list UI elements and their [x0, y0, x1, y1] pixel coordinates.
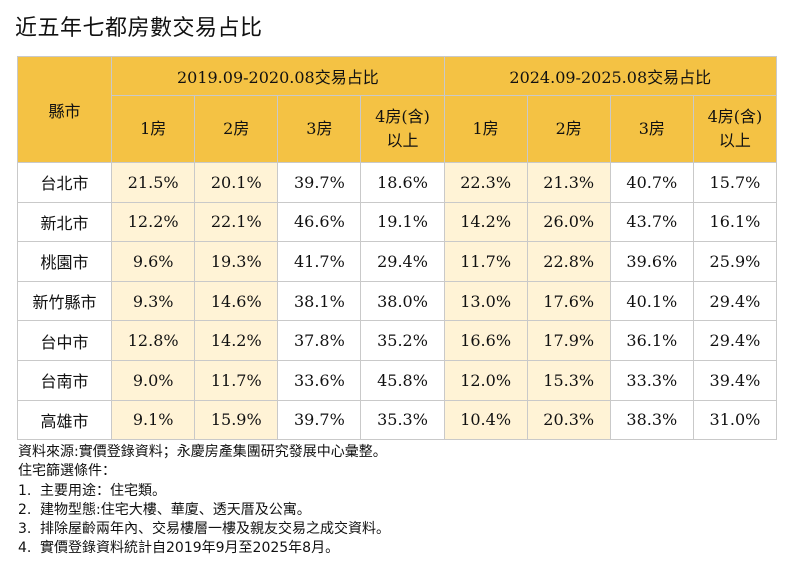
- table-row: 新北市 12.2% 22.1% 46.6% 19.1% 14.2% 26.0% 43.7% 16…: [16, 201, 778, 243]
- value-cell: 39.7%: [277, 399, 362, 441]
- period-header: 2024.09-2025.08交易占比: [443, 56, 778, 96]
- value-cell: 46.6%: [277, 201, 362, 243]
- value-cell: 9.0%: [111, 359, 196, 401]
- value-cell: 45.8%: [360, 359, 445, 401]
- period-header: 2019.09-2020.08交易占比: [111, 56, 445, 96]
- room-header: 3房: [609, 95, 694, 163]
- value-cell: 16.1%: [692, 201, 778, 243]
- value-cell: 20.3%: [526, 399, 611, 441]
- transaction-share-table: 縣市 2019.09-2020.08交易占比 2024.09-2025.08交易…: [16, 56, 778, 441]
- value-cell: 25.9%: [692, 241, 778, 282]
- criteria-title: 住宅篩選條件：: [18, 463, 116, 480]
- city-cell: 台中市: [16, 320, 113, 361]
- value-cell: 12.0%: [443, 359, 528, 401]
- value-cell: 13.0%: [443, 280, 528, 322]
- value-cell: 20.1%: [194, 162, 279, 203]
- value-cell: 35.3%: [360, 399, 445, 441]
- city-cell: 新竹縣市: [16, 280, 113, 322]
- city-header: 縣市: [16, 56, 113, 163]
- city-cell: 台北市: [16, 162, 113, 203]
- value-cell: 31.0%: [692, 399, 778, 441]
- value-cell: 10.4%: [443, 399, 528, 441]
- value-cell: 40.1%: [609, 280, 694, 322]
- value-cell: 33.6%: [277, 359, 362, 401]
- value-cell: 12.2%: [111, 201, 196, 243]
- value-cell: 18.6%: [360, 162, 445, 203]
- value-cell: 33.3%: [609, 359, 694, 401]
- value-cell: 11.7%: [443, 241, 528, 282]
- value-cell: 21.3%: [526, 162, 611, 203]
- value-cell: 16.6%: [443, 320, 528, 361]
- city-cell: 新北市: [16, 201, 113, 243]
- page-title: 近五年七都房數交易占比: [15, 16, 263, 41]
- value-cell: 9.3%: [111, 280, 196, 322]
- value-cell: 38.0%: [360, 280, 445, 322]
- value-cell: 26.0%: [526, 201, 611, 243]
- value-cell: 29.4%: [360, 241, 445, 282]
- note-item: 2. 建物型態:住宅大樓、華廈、透天厝及公寓。: [18, 501, 390, 520]
- room-header: 4房(含) 以上: [692, 95, 778, 163]
- room-header: 2房: [526, 95, 611, 163]
- value-cell: 14.2%: [194, 320, 279, 361]
- value-cell: 36.1%: [609, 320, 694, 361]
- city-cell: 高雄市: [16, 399, 113, 441]
- table-row: 高雄市 9.1% 15.9% 39.7% 35.3% 10.4% 20.3% 38.3% 31.…: [16, 399, 778, 441]
- value-cell: 39.6%: [609, 241, 694, 282]
- value-cell: 41.7%: [277, 241, 362, 282]
- note-text: 排除屋齡兩年內、交易樓層一樓及親友交易之成交資料。: [40, 521, 390, 538]
- source-note: 資料來源:實價登錄資料；永慶房產集團研究發展中心彙整。: [18, 444, 387, 460]
- value-cell: 9.6%: [111, 241, 196, 282]
- value-cell: 39.4%: [692, 359, 778, 401]
- value-cell: 22.1%: [194, 201, 279, 243]
- value-cell: 29.4%: [692, 280, 778, 322]
- note-text: 實價登錄資料統計自2019年9月至2025年8月。: [40, 540, 340, 557]
- note-number: 1.: [18, 482, 32, 499]
- value-cell: 22.8%: [526, 241, 611, 282]
- value-cell: 19.1%: [360, 201, 445, 243]
- note-item: 4. 實價登錄資料統計自2019年9月至2025年8月。: [18, 539, 390, 558]
- note-text: 建物型態:住宅大樓、華廈、透天厝及公寓。: [40, 501, 311, 518]
- table-row: 桃園市 9.6% 19.3% 41.7% 29.4% 11.7% 22.8% 39.6% 25.…: [16, 241, 778, 282]
- room-header: 3房: [277, 95, 362, 163]
- value-cell: 21.5%: [111, 162, 196, 203]
- room-header: 1房: [111, 95, 196, 163]
- value-cell: 19.3%: [194, 241, 279, 282]
- note-text: 主要用途：住宅類。: [40, 482, 166, 499]
- value-cell: 22.3%: [443, 162, 528, 203]
- note-number: 4.: [18, 540, 32, 557]
- value-cell: 39.7%: [277, 162, 362, 203]
- value-cell: 9.1%: [111, 399, 196, 441]
- note-number: 2.: [18, 501, 32, 518]
- value-cell: 11.7%: [194, 359, 279, 401]
- value-cell: 29.4%: [692, 320, 778, 361]
- value-cell: 14.6%: [194, 280, 279, 322]
- value-cell: 37.8%: [277, 320, 362, 361]
- table-row: 台南市 9.0% 11.7% 33.6% 45.8% 12.0% 15.3% 33.3% 39.…: [16, 359, 778, 401]
- city-cell: 桃園市: [16, 241, 113, 282]
- value-cell: 17.6%: [526, 280, 611, 322]
- value-cell: 12.8%: [111, 320, 196, 361]
- table-row: 台中市 12.8% 14.2% 37.8% 35.2% 16.6% 17.9% 36.1% 29…: [16, 320, 778, 361]
- value-cell: 38.1%: [277, 280, 362, 322]
- value-cell: 15.9%: [194, 399, 279, 441]
- room-header: 4房(含) 以上: [360, 95, 445, 163]
- notes: 資料來源:實價登錄資料；永慶房產集團研究發展中心彙整。 住宅篩選條件： 1. 主要…: [18, 443, 390, 559]
- value-cell: 38.3%: [609, 399, 694, 441]
- table-row: 台北市 21.5% 20.1% 39.7% 18.6% 22.3% 21.3% 40.7% 15…: [16, 162, 778, 203]
- city-cell: 台南市: [16, 359, 113, 401]
- note-item: 3. 排除屋齡兩年內、交易樓層一樓及親友交易之成交資料。: [18, 520, 390, 539]
- table-row: 新竹縣市 9.3% 14.6% 38.1% 38.0% 13.0% 17.6% 40.1% 29…: [16, 280, 778, 322]
- value-cell: 40.7%: [609, 162, 694, 203]
- note-number: 3.: [18, 521, 32, 538]
- value-cell: 35.2%: [360, 320, 445, 361]
- room-header: 1房: [443, 95, 528, 163]
- value-cell: 15.7%: [692, 162, 778, 203]
- note-item: 1. 主要用途：住宅類。: [18, 482, 390, 501]
- value-cell: 17.9%: [526, 320, 611, 361]
- room-header: 2房: [194, 95, 279, 163]
- value-cell: 14.2%: [443, 201, 528, 243]
- value-cell: 15.3%: [526, 359, 611, 401]
- value-cell: 43.7%: [609, 201, 694, 243]
